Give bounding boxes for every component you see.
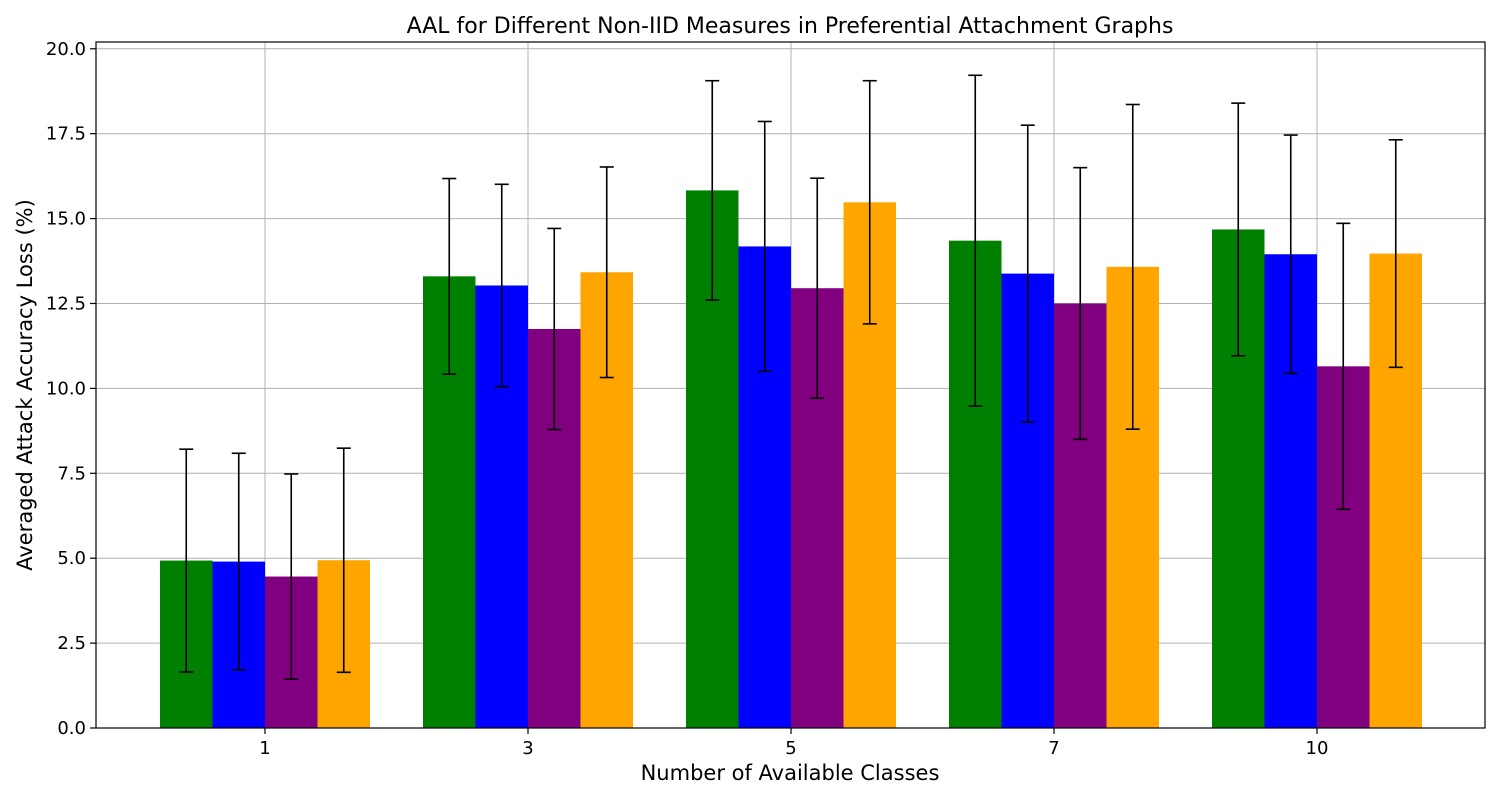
- x-axis-label: Number of Available Classes: [641, 761, 940, 785]
- y-tick-label: 5.0: [57, 548, 86, 569]
- x-axis: 1 3 5 7 10: [259, 728, 1328, 759]
- y-tick-label: 15.0: [46, 209, 86, 230]
- y-tick-label: 0.0: [57, 718, 86, 739]
- x-tick-label: 1: [259, 738, 270, 759]
- y-axis: 0.0 2.5 5.0 7.5 10.0 12.5 15.0 17.5 20.0: [46, 39, 96, 739]
- error-bars: [179, 74, 1403, 680]
- y-tick-label: 7.5: [57, 463, 86, 484]
- y-tick-label: 17.5: [46, 124, 86, 145]
- x-tick-label: 7: [1048, 738, 1059, 759]
- y-tick-label: 12.5: [46, 293, 86, 314]
- y-tick-label: 2.5: [57, 633, 86, 654]
- chart-title: AAL for Different Non-IID Measures in Pr…: [407, 14, 1174, 39]
- bars: [160, 190, 1422, 729]
- x-tick-label: 3: [522, 738, 533, 759]
- x-tick-label: 10: [1306, 738, 1329, 759]
- y-tick-label: 20.0: [46, 39, 86, 60]
- x-tick-label: 5: [785, 738, 796, 759]
- y-tick-label: 10.0: [46, 378, 86, 399]
- y-axis-label: Averaged Attack Accuracy Loss (%): [13, 199, 37, 571]
